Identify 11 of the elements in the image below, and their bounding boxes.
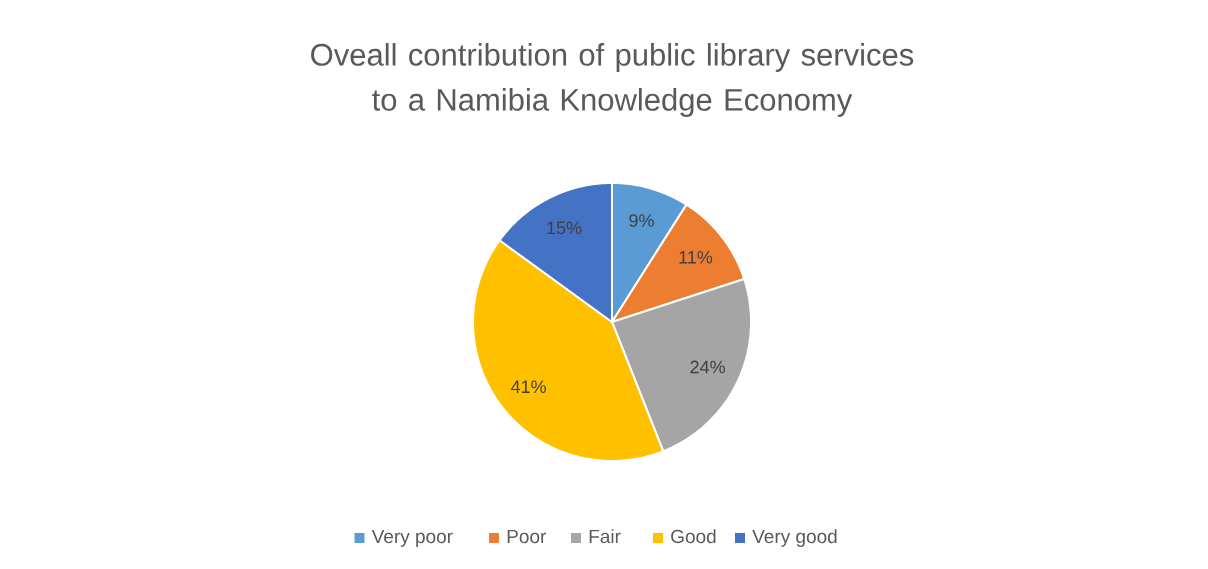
chart-title: Oveall contribution of public library services to a Namibia Knowledge Economy xyxy=(311,43,914,117)
data-label: 11% xyxy=(679,250,713,264)
legend-label: Fair xyxy=(589,529,621,544)
legend-label: Good xyxy=(671,529,716,544)
data-label: 24% xyxy=(690,360,725,374)
legend-label: Very good xyxy=(752,529,837,547)
legend-label: Very poor xyxy=(371,529,453,547)
data-label: 9% xyxy=(629,214,654,227)
data-label: 41% xyxy=(510,380,546,394)
data-label: 15% xyxy=(547,221,582,235)
legend-label: Poor xyxy=(507,529,547,544)
